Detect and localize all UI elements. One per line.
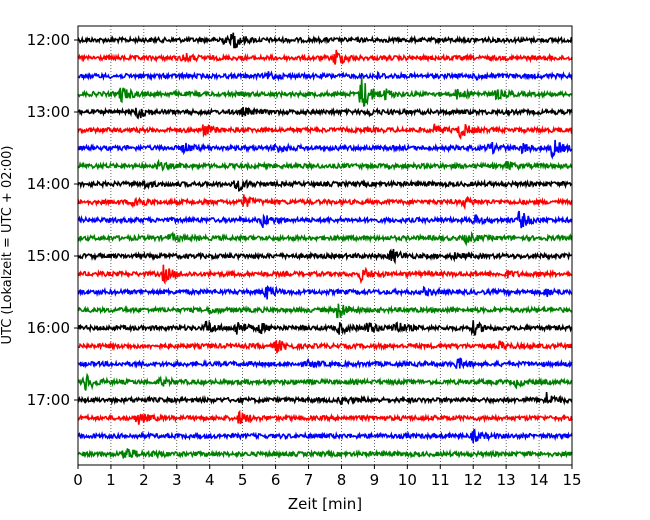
y-axis-label: UTC (Lokalzeit = UTC + 02:00) [0, 146, 15, 345]
x-tick-label-11: 11 [431, 471, 450, 489]
x-tick-label-8: 8 [337, 471, 347, 489]
y-tick-label-4: 13:00 [27, 103, 70, 121]
trace-layer [77, 32, 573, 460]
trace-17:45 [77, 448, 573, 460]
trace-12:30 [77, 70, 573, 82]
trace-12:45 [77, 77, 573, 107]
trace-14:15 [77, 194, 573, 211]
trace-13:45 [77, 158, 573, 172]
trace-15:00 [77, 248, 573, 265]
y-tick-label-8: 14:00 [27, 175, 70, 193]
trace-13:00 [77, 106, 573, 120]
x-tick-label-1: 1 [106, 471, 116, 489]
trace-15:45 [77, 303, 573, 319]
y-tick-label-20: 17:00 [27, 391, 70, 409]
y-axis: 12:00 13:00 14:00 15:00 16:00 17:00 [27, 31, 78, 409]
trace-14:00 [77, 178, 573, 192]
x-tick-label-12: 12 [464, 471, 483, 489]
x-tick-label-14: 14 [530, 471, 549, 489]
trace-13:15 [77, 123, 573, 140]
x-tick-label-4: 4 [205, 471, 215, 489]
x-axis-label: Zeit [min] [288, 495, 362, 513]
x-tick-label-6: 6 [271, 471, 281, 489]
x-axis: 0 1 2 3 4 5 6 7 8 9 10 11 12 13 14 15 [73, 465, 582, 489]
trace-17:30 [77, 428, 573, 444]
grid-layer [110, 26, 540, 465]
trace-14:30 [77, 210, 573, 229]
trace-13:30 [77, 139, 573, 160]
trace-15:15 [77, 264, 573, 286]
y-tick-label-12: 15:00 [27, 247, 70, 265]
x-tick-label-10: 10 [398, 471, 417, 489]
trace-12:15 [77, 49, 573, 65]
y-tick-label-16: 16:00 [27, 319, 70, 337]
x-tick-label-0: 0 [73, 471, 83, 489]
x-tick-label-13: 13 [497, 471, 516, 489]
x-tick-label-9: 9 [370, 471, 380, 489]
x-tick-label-5: 5 [238, 471, 248, 489]
trace-16:15 [77, 340, 573, 354]
trace-12:00 [77, 32, 573, 49]
y-tick-label-0: 12:00 [27, 31, 70, 49]
trace-17:15 [77, 409, 573, 425]
x-tick-label-7: 7 [304, 471, 314, 489]
trace-16:00 [77, 320, 573, 336]
x-tick-label-3: 3 [172, 471, 182, 489]
x-tick-label-15: 15 [562, 471, 581, 489]
plot-frame [77, 25, 573, 466]
trace-15:30 [77, 284, 573, 300]
trace-17:00 [77, 392, 573, 406]
x-tick-label-2: 2 [139, 471, 149, 489]
trace-14:45 [77, 230, 573, 247]
trace-16:30 [77, 357, 573, 370]
trace-16:45 [77, 372, 573, 391]
